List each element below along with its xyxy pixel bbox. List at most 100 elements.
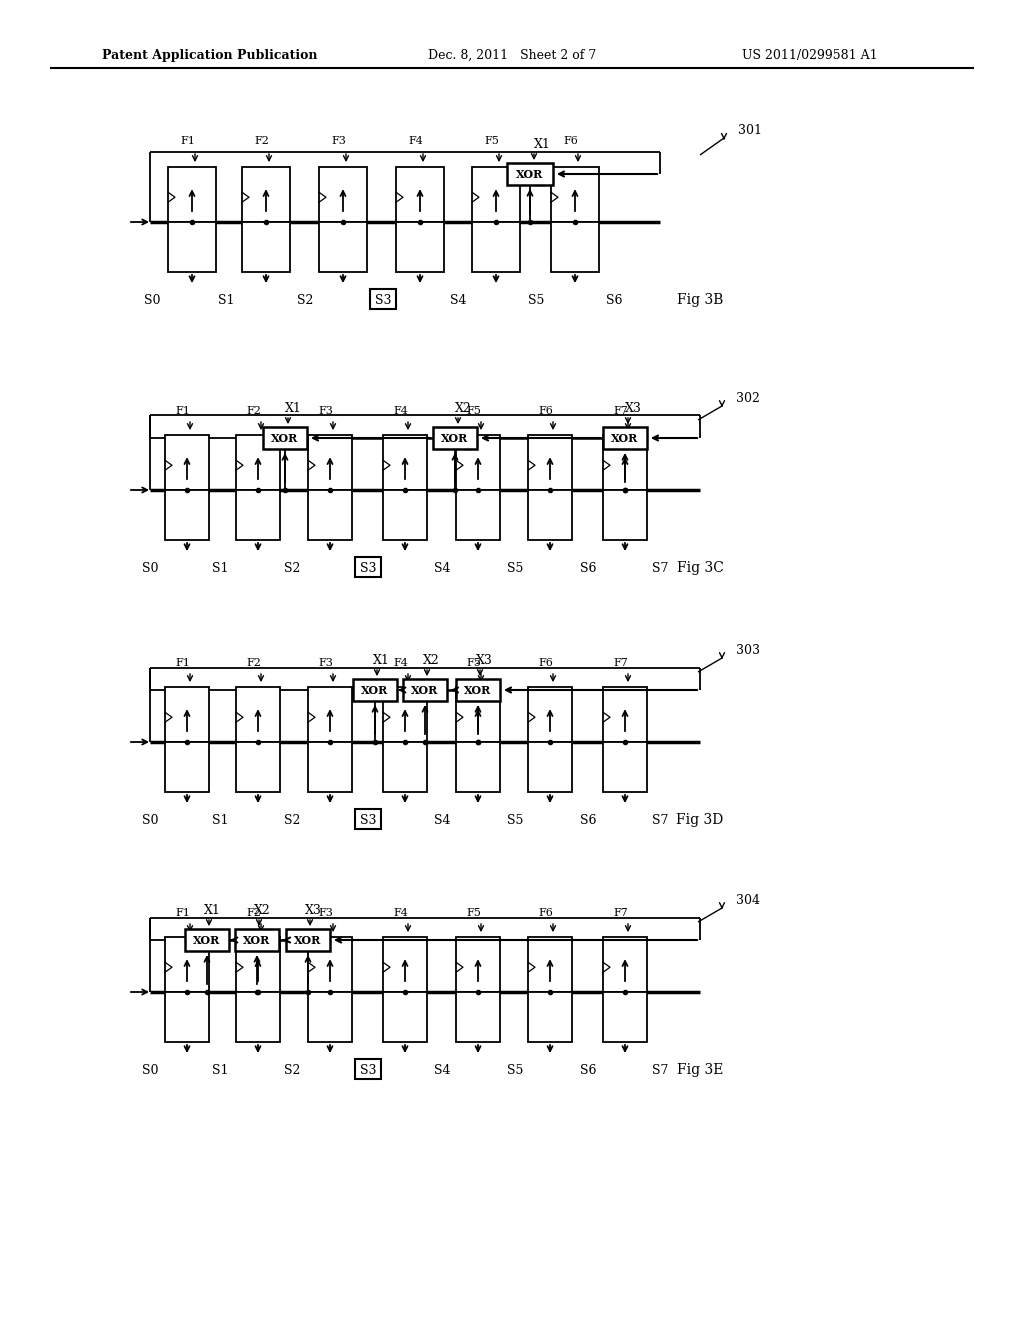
Text: X3: X3 — [475, 655, 493, 668]
Text: S6: S6 — [606, 293, 623, 306]
Text: X2: X2 — [423, 655, 439, 668]
Text: S1: S1 — [212, 813, 228, 826]
Bar — [551, 168, 599, 222]
Text: F1: F1 — [175, 407, 190, 416]
Bar — [528, 436, 572, 490]
Bar — [507, 162, 553, 185]
Bar — [242, 222, 290, 272]
Text: S4: S4 — [434, 561, 451, 574]
Text: Fig 3C: Fig 3C — [677, 561, 723, 576]
Bar — [185, 929, 229, 950]
Bar — [456, 742, 500, 792]
Bar — [236, 993, 280, 1041]
Text: XOR: XOR — [412, 685, 438, 696]
Bar — [165, 490, 209, 540]
Text: S1: S1 — [212, 561, 228, 574]
Text: US 2011/0299581 A1: US 2011/0299581 A1 — [742, 49, 878, 62]
Text: F7: F7 — [613, 407, 629, 416]
Text: 303: 303 — [736, 644, 760, 656]
Text: XOR: XOR — [271, 433, 299, 444]
Text: F5: F5 — [467, 908, 481, 917]
Text: S4: S4 — [450, 293, 466, 306]
Text: S2: S2 — [297, 293, 313, 306]
Text: S2: S2 — [284, 561, 300, 574]
Text: F3: F3 — [318, 908, 334, 917]
Text: X1: X1 — [204, 904, 220, 917]
Text: S2: S2 — [284, 1064, 300, 1077]
Text: Fig 3D: Fig 3D — [677, 813, 724, 828]
Bar — [551, 222, 599, 272]
Bar — [319, 222, 367, 272]
Text: F6: F6 — [539, 657, 553, 668]
Text: S3: S3 — [359, 561, 376, 574]
Bar — [168, 168, 216, 222]
Text: S6: S6 — [580, 561, 596, 574]
Bar — [353, 678, 397, 701]
Text: S0: S0 — [141, 813, 159, 826]
Text: 302: 302 — [736, 392, 760, 404]
Text: F6: F6 — [539, 407, 553, 416]
Bar — [236, 490, 280, 540]
Bar — [396, 168, 444, 222]
Text: F6: F6 — [563, 136, 579, 147]
Bar — [456, 490, 500, 540]
Text: F5: F5 — [467, 657, 481, 668]
Text: S7: S7 — [652, 561, 669, 574]
Bar — [456, 678, 500, 701]
Text: F2: F2 — [255, 136, 269, 147]
Bar — [528, 937, 572, 993]
Text: S5: S5 — [507, 1064, 523, 1077]
Bar — [286, 929, 330, 950]
Bar — [355, 557, 381, 577]
Bar — [433, 426, 477, 449]
Bar — [528, 742, 572, 792]
Text: 301: 301 — [738, 124, 762, 136]
Text: Fig 3E: Fig 3E — [677, 1063, 723, 1077]
Text: X1: X1 — [534, 139, 551, 152]
Bar — [396, 222, 444, 272]
Bar — [308, 686, 352, 742]
Text: S3: S3 — [359, 1064, 376, 1077]
Text: S6: S6 — [580, 813, 596, 826]
Text: XOR: XOR — [611, 433, 639, 444]
Text: 304: 304 — [736, 894, 760, 907]
Bar — [383, 937, 427, 993]
Bar — [383, 436, 427, 490]
Text: X3: X3 — [625, 403, 641, 416]
Bar — [456, 937, 500, 993]
Text: F7: F7 — [613, 908, 629, 917]
Bar — [370, 289, 396, 309]
Bar — [383, 686, 427, 742]
Bar — [236, 742, 280, 792]
Text: F7: F7 — [613, 657, 629, 668]
Text: S4: S4 — [434, 813, 451, 826]
Text: S0: S0 — [143, 293, 160, 306]
Bar — [263, 426, 307, 449]
Text: X1: X1 — [285, 403, 301, 416]
Text: S3: S3 — [375, 293, 391, 306]
Text: F5: F5 — [484, 136, 500, 147]
Text: F4: F4 — [409, 136, 424, 147]
Text: S4: S4 — [434, 1064, 451, 1077]
Bar — [383, 993, 427, 1041]
Text: S5: S5 — [527, 293, 544, 306]
Text: F1: F1 — [180, 136, 196, 147]
Bar — [236, 937, 280, 993]
Text: S1: S1 — [218, 293, 234, 306]
Text: F6: F6 — [539, 908, 553, 917]
Text: XOR: XOR — [294, 935, 322, 945]
Bar — [528, 993, 572, 1041]
Bar — [456, 686, 500, 742]
Text: S1: S1 — [212, 1064, 228, 1077]
Bar — [528, 490, 572, 540]
Text: Fig 3B: Fig 3B — [677, 293, 723, 308]
Bar — [165, 686, 209, 742]
Text: S7: S7 — [652, 813, 669, 826]
Text: Dec. 8, 2011   Sheet 2 of 7: Dec. 8, 2011 Sheet 2 of 7 — [428, 49, 596, 62]
Bar — [168, 222, 216, 272]
Bar — [242, 168, 290, 222]
Text: F2: F2 — [247, 407, 261, 416]
Bar — [472, 168, 520, 222]
Text: S3: S3 — [359, 813, 376, 826]
Text: Patent Application Publication: Patent Application Publication — [102, 49, 317, 62]
